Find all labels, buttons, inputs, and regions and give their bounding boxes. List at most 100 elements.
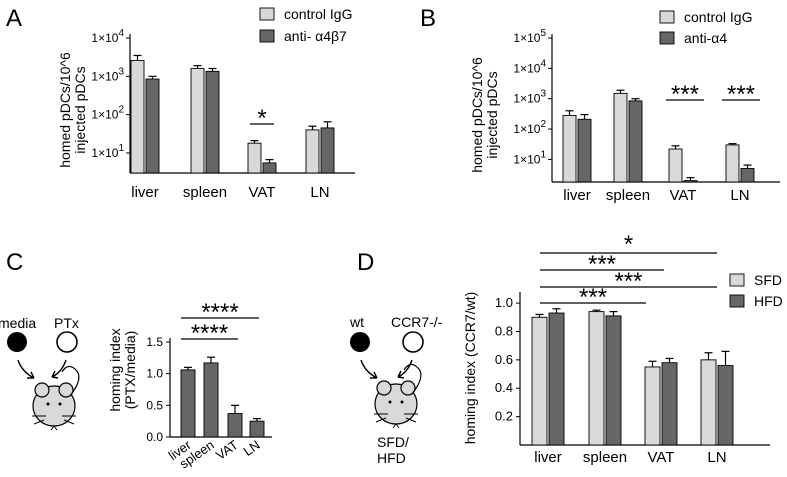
legend-swatch bbox=[659, 10, 675, 24]
category-label: LN bbox=[240, 437, 262, 459]
y-axis-label: homed pDCs/10^6injected pDCs bbox=[469, 57, 500, 173]
arrow-left-icon-d bbox=[360, 359, 378, 379]
bar-ptx-media-vat bbox=[227, 413, 243, 438]
y-tick-label: 1×105 bbox=[513, 28, 546, 45]
y-tick-label: 1×103 bbox=[91, 66, 124, 83]
category-label: LN bbox=[310, 184, 329, 201]
legend-label: control IgG bbox=[284, 6, 352, 22]
bar-ptx-media-ln bbox=[249, 420, 265, 438]
bar-control-igg-ln bbox=[305, 129, 320, 174]
diet-label-2: HFD bbox=[377, 450, 406, 466]
bar-sfd-liver bbox=[531, 316, 548, 446]
significance-stars: * bbox=[257, 105, 266, 132]
y-tick-label: 0.6 bbox=[495, 352, 513, 367]
wt-label: wt bbox=[349, 314, 364, 330]
y-axis-label: homing index(PTX/media) bbox=[107, 328, 138, 411]
legend-swatch bbox=[729, 294, 745, 308]
significance-stars: * bbox=[624, 231, 633, 258]
significance-stars: *** bbox=[588, 251, 616, 278]
diet-label-1: SFD/ bbox=[377, 434, 409, 450]
y-axis-label: homing index (CCR7/wt) bbox=[462, 292, 478, 445]
y-tick-label: 1.0 bbox=[495, 295, 513, 310]
bar-anti-4-vat bbox=[683, 180, 698, 183]
arrow-right-icon-d bbox=[397, 359, 413, 379]
legend-swatch bbox=[259, 7, 275, 21]
y-tick-label: 1×103 bbox=[513, 89, 546, 106]
schematic-d: wt CCR7-/- SFD/ HFD bbox=[349, 314, 443, 466]
chart-d: 0.2 0.4 0.6 0.8 1.0 homing index (CCR7/wt) liv… bbox=[462, 231, 783, 466]
schematic-c: media PTx bbox=[0, 315, 80, 431]
y-tick-label: 0.8 bbox=[495, 323, 513, 338]
media-cell-icon bbox=[7, 332, 27, 352]
bar-sfd-ln bbox=[700, 359, 717, 446]
bar-hfd-vat bbox=[661, 362, 678, 446]
bar-control-igg-spleen bbox=[613, 92, 628, 183]
panel-label-a: A bbox=[6, 5, 22, 32]
bar-control-igg-spleen bbox=[190, 68, 205, 174]
bar-control-igg-liver bbox=[562, 115, 577, 183]
mouse-icon bbox=[32, 365, 80, 431]
category-label: spleen bbox=[583, 449, 627, 466]
significance-stars: **** bbox=[191, 320, 228, 347]
y-tick-label: 0.5 bbox=[146, 398, 163, 412]
bar-sfd-spleen bbox=[588, 311, 605, 446]
category-label: VAT bbox=[648, 449, 675, 466]
bar-control-igg-ln bbox=[725, 144, 740, 183]
legend-swatch bbox=[729, 273, 745, 287]
y-tick-label: 1×101 bbox=[513, 149, 546, 166]
significance-stars: *** bbox=[727, 81, 755, 108]
wt-cell-icon bbox=[350, 332, 370, 352]
category-label: VAT bbox=[670, 187, 697, 204]
y-tick-label: 0.4 bbox=[495, 380, 513, 395]
category-label: liver bbox=[534, 449, 562, 466]
bar-anti-4-7-vat bbox=[262, 162, 277, 174]
bar-anti-4-ln bbox=[740, 168, 755, 183]
category-label: liver bbox=[131, 184, 159, 201]
bar-hfd-liver bbox=[548, 312, 565, 446]
bar-ptx-media-spleen bbox=[203, 362, 219, 438]
bar-control-igg-liver bbox=[130, 59, 145, 174]
panel-label-c: C bbox=[6, 249, 23, 276]
chart-b: 1×101 1×102 1×103 1×104 1×105 homed pDCs/10^6… bbox=[469, 9, 780, 204]
category-label: spleen bbox=[183, 184, 227, 201]
y-tick-label: 1×102 bbox=[91, 105, 124, 122]
legend-label: control IgG bbox=[684, 9, 752, 25]
panel-label-d: D bbox=[357, 249, 374, 276]
bar-anti-4-liver bbox=[577, 118, 592, 183]
y-tick-label: 0.0 bbox=[146, 430, 163, 444]
y-tick-label: 1×104 bbox=[513, 58, 546, 75]
bar-anti-4-spleen bbox=[628, 100, 643, 183]
ptx-label: PTx bbox=[54, 315, 79, 331]
arrow-right-icon bbox=[51, 359, 67, 379]
legend-swatch bbox=[659, 31, 675, 45]
category-label: VAT bbox=[249, 184, 276, 201]
category-label: spleen bbox=[606, 187, 650, 204]
legend-label: SFD bbox=[754, 272, 782, 288]
bar-hfd-ln bbox=[717, 365, 734, 446]
category-label: VAT bbox=[213, 437, 241, 463]
media-label: media bbox=[0, 315, 36, 331]
bar-control-igg-vat bbox=[247, 142, 262, 174]
bar-anti-4-7-liver bbox=[145, 78, 160, 174]
legend-label: anti- α4β7 bbox=[284, 28, 347, 44]
category-label: liver bbox=[563, 187, 591, 204]
arrow-left-icon bbox=[17, 359, 35, 379]
significance-stars: *** bbox=[671, 81, 699, 108]
bar-control-igg-vat bbox=[668, 148, 683, 183]
mouse-icon-d bbox=[374, 363, 422, 429]
y-tick-label: 1×104 bbox=[91, 28, 124, 45]
legend-swatch bbox=[259, 29, 275, 43]
bar-ptx-media-liver bbox=[180, 369, 196, 438]
y-tick-label: 1.0 bbox=[146, 367, 163, 381]
ptx-cell-icon bbox=[56, 331, 78, 353]
legend-label: HFD bbox=[754, 293, 783, 309]
panel-label-b: B bbox=[420, 5, 436, 32]
y-axis-label: homed pDCs/10^6injected pDCs bbox=[57, 52, 88, 168]
y-tick-label: 1×102 bbox=[513, 119, 546, 136]
bar-anti-4-7-ln bbox=[320, 127, 335, 174]
bar-anti-4-7-spleen bbox=[205, 70, 220, 174]
ccr7-cell-icon bbox=[402, 331, 424, 353]
legend-label: anti-α4 bbox=[684, 30, 727, 46]
